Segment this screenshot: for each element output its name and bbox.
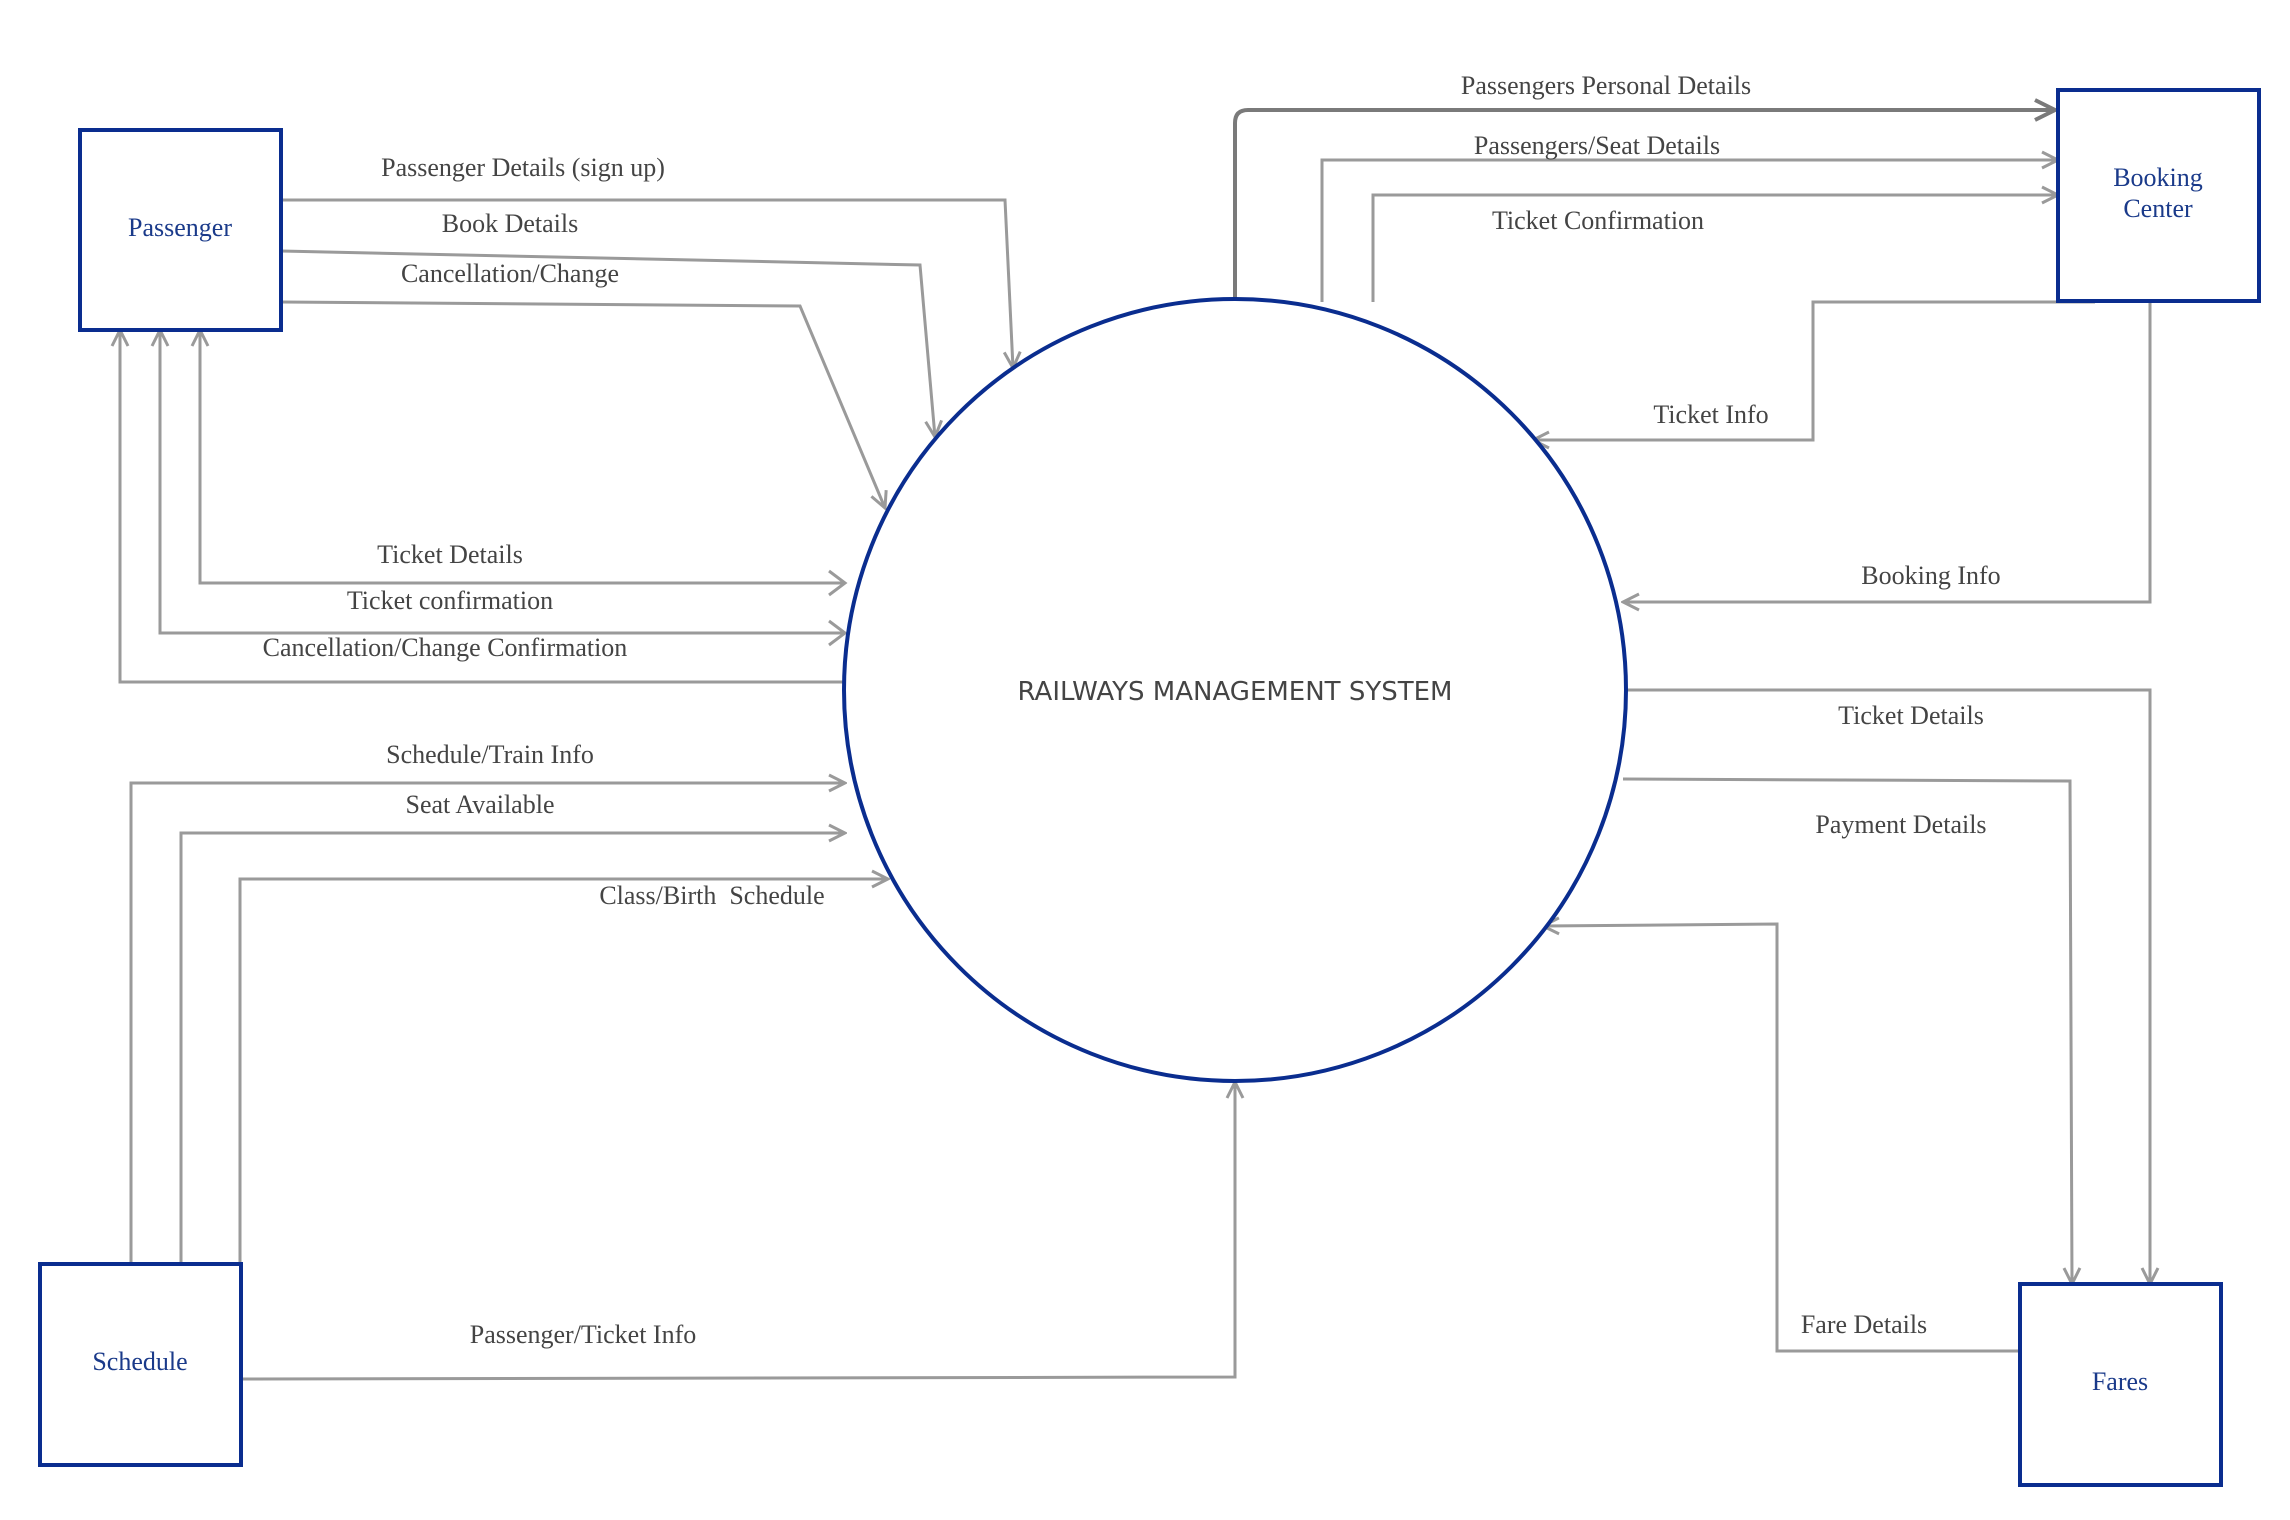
flow-ticket-confirmation-booking [1371, 195, 2058, 302]
flow-ticket-details-passenger [200, 330, 845, 585]
flow-passenger-details-signup [281, 198, 1013, 368]
label-passengers-personal-details: Passengers Personal Details [1461, 71, 1751, 100]
entity-passenger-label: Passenger [128, 213, 232, 242]
label-schedule-train-info: Schedule/Train Info [386, 740, 594, 769]
label-passengers-seat-details: Passengers/Seat Details [1474, 131, 1720, 160]
flow-cancellation-change [280, 300, 885, 508]
label-fare-details: Fare Details [1801, 1310, 1927, 1339]
flow-booking-info [1623, 302, 2152, 602]
flow-seat-available [179, 833, 845, 1264]
arrowhead-ticket-details [828, 569, 848, 597]
flow-fare-details [1543, 924, 2020, 1353]
arrowhead-ticket-confirmation [828, 619, 848, 647]
label-seat-available: Seat Available [406, 790, 555, 819]
label-booking-info: Booking Info [1861, 561, 2000, 590]
flow-ticket-info [1533, 300, 2095, 440]
flow-book-details [280, 249, 935, 437]
label-ticket-details-fares: Ticket Details [1838, 701, 1984, 730]
entity-booking-center-label-line2: Center [2123, 194, 2193, 223]
flow-ticket-details-fares [1623, 688, 2150, 1284]
entity-fares[interactable]: Fares [2018, 1282, 2223, 1487]
label-class-birth-schedule: Class/Birth Schedule [599, 881, 824, 910]
flow-passengers-personal-details [1233, 110, 2055, 300]
label-passenger-details-signup: Passenger Details (sign up) [381, 153, 665, 182]
entity-booking-center-label-line1: Booking [2113, 163, 2203, 192]
label-ticket-confirmation-passenger: Ticket confirmation [347, 586, 553, 615]
process-railways-management-system[interactable] [842, 297, 1628, 1083]
entity-passenger-box[interactable] [78, 128, 283, 332]
entity-booking-center-box[interactable] [2056, 88, 2261, 303]
entity-schedule[interactable]: Schedule [38, 1262, 243, 1467]
entity-fares-box[interactable] [2018, 1282, 2223, 1487]
flow-ticket-confirmation-passenger [160, 330, 845, 635]
flow-passenger-ticket-info [240, 1082, 1235, 1381]
flow-passengers-seat-details [1320, 160, 2058, 302]
flow-payment-details [1622, 777, 2072, 1284]
label-payment-details: Payment Details [1815, 810, 1986, 839]
entity-fares-label: Fares [2092, 1367, 2148, 1396]
label-cancellation-change: Cancellation/Change [401, 259, 619, 288]
entity-booking-center[interactable]: Booking Center [2056, 88, 2261, 303]
process-label: RAILWAYS MANAGEMENT SYSTEM [1018, 677, 1453, 707]
label-cancellation-change-confirmation: Cancellation/Change Confirmation [263, 633, 628, 662]
label-ticket-details-passenger: Ticket Details [377, 540, 523, 569]
label-ticket-confirmation-booking: Ticket Confirmation [1492, 206, 1704, 235]
flow-cancellation-change-confirmation [120, 330, 845, 684]
entity-passenger[interactable]: Passenger [78, 128, 283, 332]
entity-schedule-box[interactable] [38, 1262, 243, 1467]
label-book-details: Book Details [442, 209, 579, 238]
label-passenger-ticket-info: Passenger/Ticket Info [470, 1320, 697, 1349]
flow-class-birth-schedule [238, 879, 888, 1264]
entity-schedule-label: Schedule [92, 1347, 187, 1376]
label-ticket-info: Ticket Info [1653, 400, 1768, 429]
flow-schedule-train-info [129, 783, 845, 1264]
